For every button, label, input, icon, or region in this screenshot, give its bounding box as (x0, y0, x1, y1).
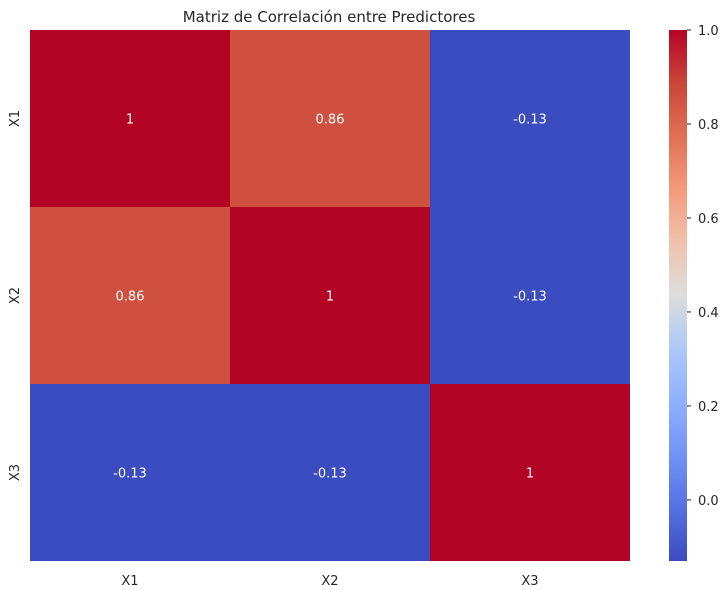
heatmap-cell-x1-x3 (430, 30, 630, 207)
heatmap-cell-labels: 1 0.86 -0.13 0.86 1 -0.13 -0.13 -0.13 1 (113, 113, 547, 482)
cell-value-label: -0.13 (513, 113, 547, 128)
cell-value-label: -0.13 (313, 467, 347, 482)
heatmap-cell-x2-x1 (30, 207, 230, 384)
cell-value-label: 0.86 (316, 113, 345, 128)
colorbar-tick-label: 0.4 (698, 306, 719, 321)
cell-value-label: 1 (526, 467, 534, 482)
heatmap-cells (30, 30, 630, 561)
heatmap-cell-x1-x1 (30, 30, 230, 207)
colorbar-tick-label: 0.8 (698, 118, 719, 133)
x-tick-label: X3 (521, 574, 538, 589)
heatmap-cell-x2-x2 (230, 207, 430, 384)
y-tick-label: X3 (8, 464, 23, 481)
colorbar-tick-label: 0.2 (698, 400, 719, 415)
cell-value-label: 0.86 (116, 290, 145, 305)
cell-value-label: -0.13 (513, 290, 547, 305)
y-tick-label: X1 (8, 110, 23, 127)
y-tick-label: X2 (8, 287, 23, 304)
heatmap-cell-x3-x1 (30, 384, 230, 561)
colorbar: 0.0 0.2 0.4 0.6 0.8 1.0 (669, 24, 719, 561)
heatmap-cell-x3-x2 (230, 384, 430, 561)
chart-title: Matriz de Correlación entre Predictores (183, 8, 476, 26)
x-tick-label: X2 (321, 574, 338, 589)
colorbar-tick-label: 1.0 (698, 24, 719, 39)
cell-value-label: 1 (126, 113, 134, 128)
colorbar-gradient (669, 30, 687, 561)
heatmap-cell-x2-x3 (430, 207, 630, 384)
x-axis: X1 X2 X3 (121, 574, 538, 589)
y-axis: X1 X2 X3 (8, 110, 23, 481)
cell-value-label: -0.13 (113, 467, 147, 482)
colorbar-tick-label: 0.0 (698, 494, 719, 509)
colorbar-tick-label: 0.6 (698, 212, 719, 227)
heatmap-cell-x1-x2 (230, 30, 430, 207)
cell-value-label: 1 (326, 290, 334, 305)
x-tick-label: X1 (121, 574, 138, 589)
heatmap-cell-x3-x3 (430, 384, 630, 561)
